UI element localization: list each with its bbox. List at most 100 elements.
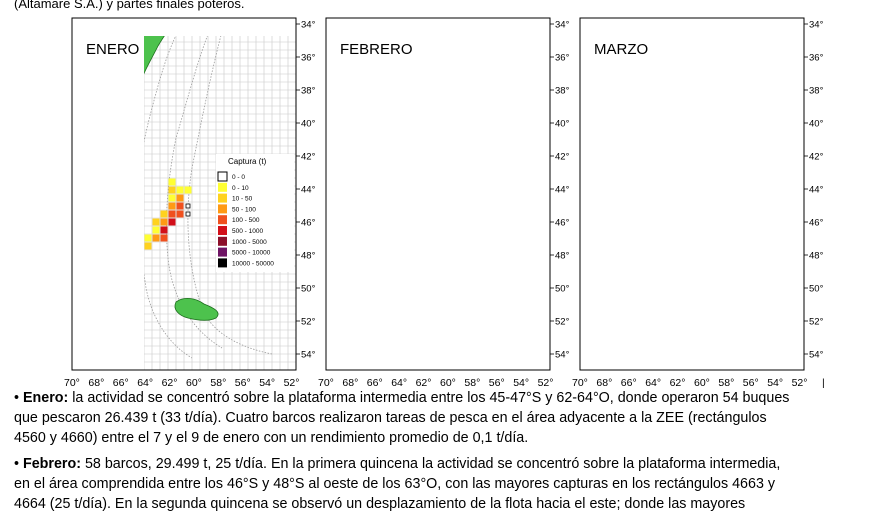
catch-cell (168, 218, 176, 226)
febrero-text-1: 58 barcos, 29.499 t, 25 t/día. En la pri… (84, 456, 781, 472)
lat-tick-label: 44° (809, 185, 824, 196)
catch-cell (152, 218, 160, 226)
lat-tick-label: 46° (809, 218, 824, 229)
map-frame (325, 17, 551, 371)
legend-swatch (218, 182, 227, 192)
lat-tick-label: 48° (809, 251, 824, 262)
catch-cell (160, 226, 168, 234)
map-frame (579, 17, 805, 371)
catch-cell (160, 210, 168, 218)
catch-cell (160, 234, 168, 242)
catch-cell (168, 186, 176, 194)
lat-tick-label: 36° (809, 53, 824, 64)
lon-tick-label: 60° (186, 377, 202, 389)
lon-tick-label: 60° (694, 377, 710, 389)
catch-cell (176, 186, 184, 194)
lon-tick-label: 68° (342, 377, 358, 389)
isobath-line (187, 36, 273, 355)
lat-tick-label: 52° (555, 317, 570, 328)
catch-cell (176, 194, 184, 202)
lat-tick-label: 46° (301, 218, 316, 229)
legend-swatch (218, 215, 227, 225)
lon-tick-label: 64° (391, 377, 407, 389)
lon-tick-label: 62° (162, 377, 178, 389)
enero-text-3: 4560 y 4660) entre el 7 y el 9 de enero … (14, 430, 529, 446)
lat-tick-label: 34° (809, 20, 824, 31)
lon-tick-label: 58° (718, 377, 734, 389)
lon-tick-fragment: | (822, 377, 825, 389)
lon-tick-label: 56° (489, 377, 505, 389)
lat-tick-label: 40° (555, 119, 570, 130)
catch-cell-zero (185, 211, 191, 217)
lon-tick-label: 52° (792, 377, 808, 389)
legend-swatch (218, 247, 227, 257)
enero-label: Enero: (22, 390, 69, 406)
lat-tick-label: 40° (301, 119, 316, 130)
legend-label: 1000 - 5000 (232, 239, 267, 246)
lat-tick-label: 38° (301, 86, 316, 97)
catch-cell (160, 218, 168, 226)
catch-cell (168, 202, 176, 210)
lat-tick-label: 50° (809, 284, 824, 295)
lat-tick-label: 50° (301, 284, 316, 295)
lon-tick-label: 68° (88, 377, 104, 389)
febrero-label: Febrero: (22, 456, 81, 472)
lat-tick-label: 42° (301, 152, 316, 163)
lon-tick-label: 64° (645, 377, 661, 389)
lat-tick-label: 52° (809, 317, 824, 328)
legend-label: 50 - 100 (232, 206, 256, 213)
map-frame (71, 17, 297, 371)
catch-legend: Captura (t) 0 - 0 0 - 10 10 - 50 50 - 100 100… (216, 154, 294, 272)
lon-tick-label: 70° (318, 377, 334, 389)
legend-label: 10 - 50 (232, 196, 253, 203)
legend-swatch (218, 258, 227, 268)
lon-tick-label: 54° (513, 377, 529, 389)
lat-tick-label: 34° (555, 20, 570, 31)
catch-cell (176, 202, 184, 210)
lat-tick-label: 54° (555, 350, 570, 361)
catch-cell (176, 210, 184, 218)
catch-cell (144, 234, 152, 242)
lon-tick-label: 54° (767, 377, 783, 389)
catch-cell (144, 242, 152, 250)
lon-tick-label: 68° (596, 377, 612, 389)
lon-tick-label: 70° (64, 377, 80, 389)
lat-tick-label: 52° (301, 317, 316, 328)
legend-label: 0 - 10 (232, 185, 249, 192)
catch-cell-zero (185, 203, 191, 209)
lat-tick-label: 36° (301, 53, 316, 64)
map-title: FEBRERO (340, 41, 413, 58)
lon-tick-label: 60° (440, 377, 456, 389)
lon-tick-label: 62° (670, 377, 686, 389)
lat-tick-label: 54° (809, 350, 824, 361)
lat-tick-label: 38° (809, 86, 824, 97)
lat-tick-label: 36° (555, 53, 570, 64)
lon-tick-label: 70° (572, 377, 588, 389)
map-panel-febrero: FEBRERO 34° 36° 38° 40° 42° 44° 46° 48° 50° 52° 54° (325, 17, 570, 371)
catch-cell (168, 178, 176, 186)
catch-cell (152, 234, 160, 242)
lon-tick-label: 66° (621, 377, 637, 389)
lat-tick-label: 42° (555, 152, 570, 163)
legend-swatch (218, 236, 227, 246)
catch-cell (152, 226, 160, 234)
lat-tick-label: 42° (809, 152, 824, 163)
lon-tick-label: 58° (210, 377, 226, 389)
catch-cell (184, 186, 192, 194)
map-ocean (580, 18, 804, 370)
paragraph-febrero: • Febrero: 58 barcos, 29.499 t, 25 t/día… (14, 454, 864, 514)
lat-tick-label: 50° (555, 284, 570, 295)
legend-box (216, 154, 294, 272)
legend-swatch (218, 226, 227, 235)
maps-svg: ENERO 34° 36° 38° 40° 42° 44° 46° 48° 50° 52° 54° F… (64, 17, 825, 389)
map-ocean (326, 18, 550, 370)
longitude-axis: 70° 68° 66° 64° 62° 60° 58° 56° 54° 52° 70° 68° 66° 6… (64, 377, 825, 389)
legend-title: Captura (t) (228, 157, 267, 166)
land-malvinas (174, 298, 219, 321)
legend-label: 100 - 500 (232, 217, 260, 224)
catch-cell (168, 194, 176, 202)
legend-label: 10000 - 50000 (232, 260, 274, 267)
lat-tick-label: 40° (809, 119, 824, 130)
legend-swatch (217, 171, 228, 182)
land-patagonia (144, 36, 165, 75)
